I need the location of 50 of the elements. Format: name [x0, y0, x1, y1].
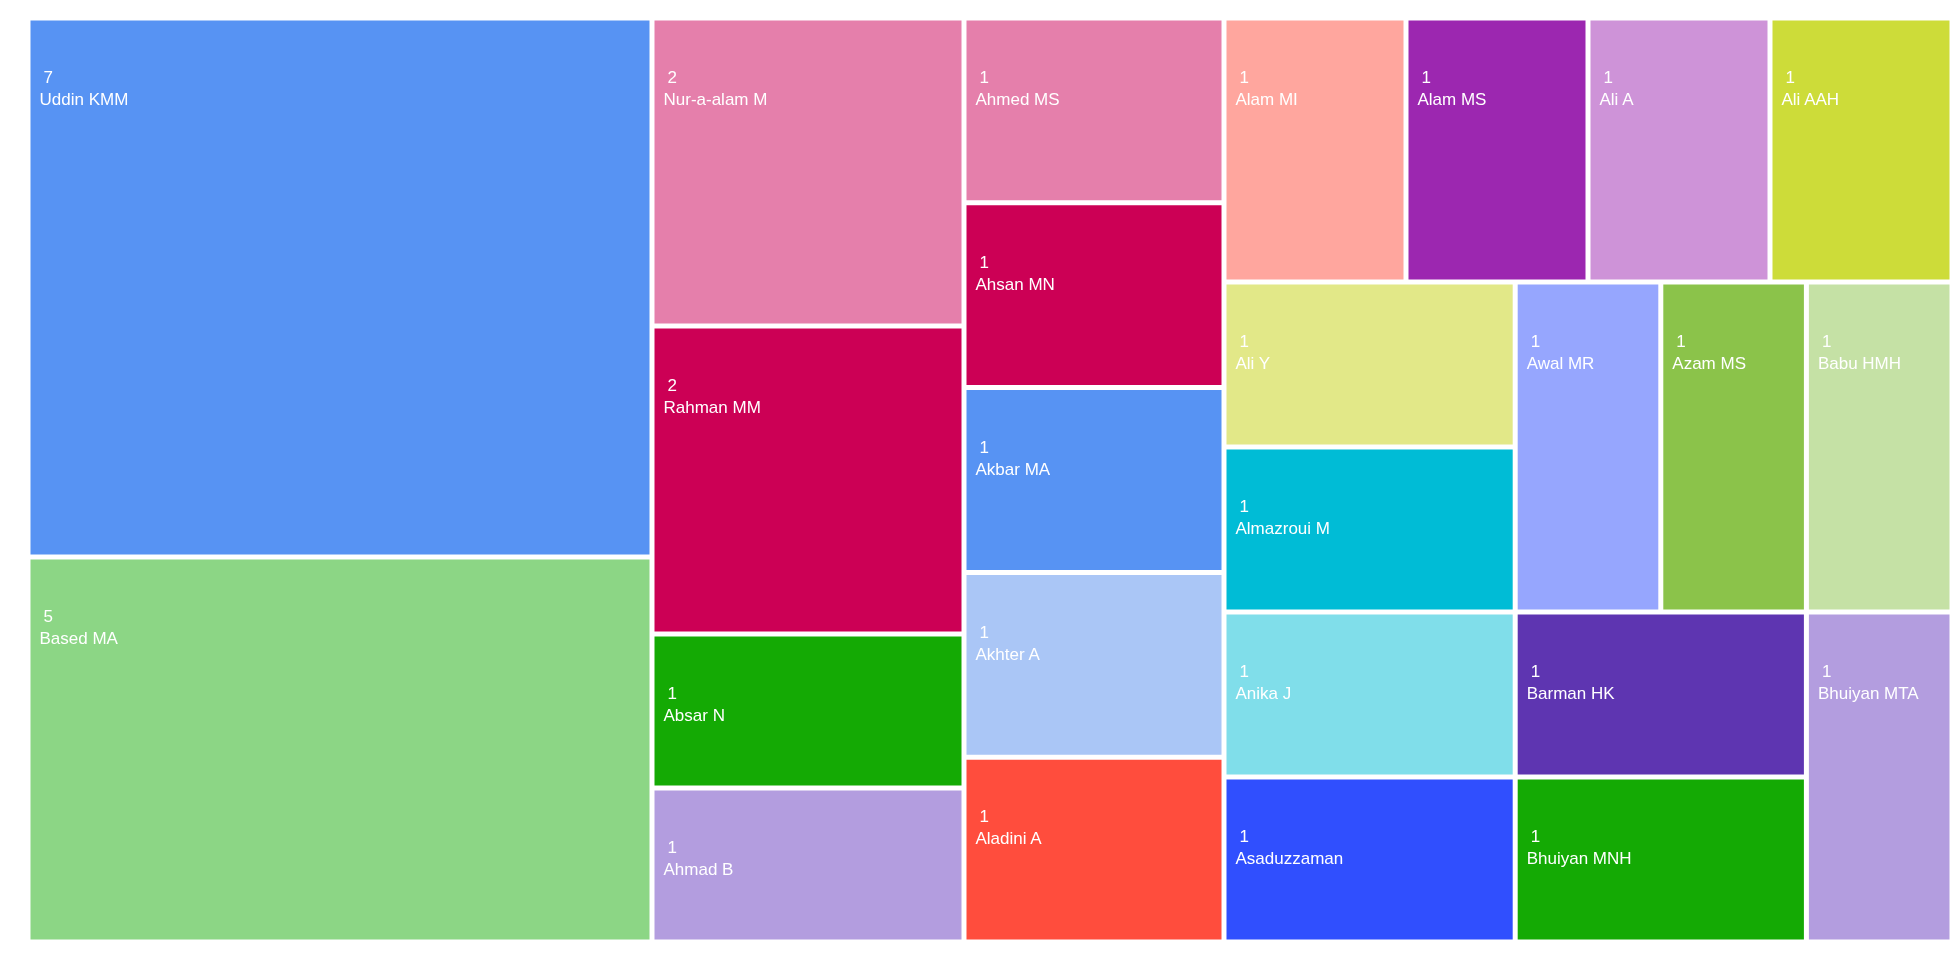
category-label: Rahman MM: [663, 398, 761, 418]
category-label: Uddin KMM: [39, 90, 129, 110]
data-label: 1: [979, 68, 989, 88]
data-label: 1: [1421, 68, 1431, 88]
data-label: 1: [1785, 68, 1795, 88]
data-label: 1: [1530, 332, 1541, 352]
data-label: 1: [1821, 332, 1832, 352]
data-label: 1: [979, 807, 989, 827]
category-label: Alam MS: [1417, 90, 1487, 110]
data-label: 1: [1239, 68, 1249, 88]
category-label: Babu HMH: [1817, 354, 1902, 374]
data-label: 1: [667, 684, 677, 704]
category-label: Absar N: [663, 706, 725, 726]
data-label: 1: [979, 437, 989, 457]
category-label: Based MA: [39, 629, 119, 649]
category-label: Akbar MA: [975, 459, 1051, 479]
data-label: 1: [1676, 332, 1686, 352]
data-label: 1: [1239, 497, 1249, 517]
category-label: Bhuiyan MTA: [1817, 684, 1920, 704]
category-label: Almazroui M: [1235, 519, 1330, 539]
category-label: Ali Y: [1235, 354, 1271, 374]
category-label: Ali AAH: [1781, 90, 1840, 110]
category-label: Awal MR: [1526, 354, 1595, 374]
data-label: 5: [43, 607, 53, 627]
category-label: Asaduzzaman: [1235, 849, 1344, 869]
category-label: Azam MS: [1672, 354, 1746, 374]
category-label: Alam MI: [1235, 90, 1298, 110]
data-label: 2: [667, 68, 677, 88]
category-label: Ahmed MS: [975, 90, 1060, 110]
category-label: Ahmad B: [663, 860, 734, 880]
category-label: Bhuiyan MNH: [1526, 849, 1632, 869]
category-label: Ahsan MN: [975, 274, 1055, 294]
category-label: Aladini A: [975, 829, 1043, 849]
data-label: 1: [1821, 662, 1832, 682]
category-label: Nur-a-alam M: [663, 90, 768, 110]
category-label: Barman HK: [1526, 684, 1616, 704]
data-label: 1: [1530, 827, 1541, 847]
category-label: Akhter A: [975, 644, 1041, 664]
data-label: 7: [43, 68, 53, 88]
data-label: 2: [667, 376, 677, 396]
data-label: 1: [667, 838, 677, 858]
data-label: 1: [1530, 662, 1541, 682]
data-label: 1: [1239, 662, 1249, 682]
data-label: 1: [979, 252, 989, 272]
data-label: 1: [1239, 332, 1249, 352]
data-label: 1: [1239, 827, 1249, 847]
category-label: Anika J: [1235, 684, 1292, 704]
data-label: 1: [1603, 68, 1613, 88]
category-label: Ali A: [1599, 90, 1635, 110]
data-label: 1: [979, 622, 989, 642]
